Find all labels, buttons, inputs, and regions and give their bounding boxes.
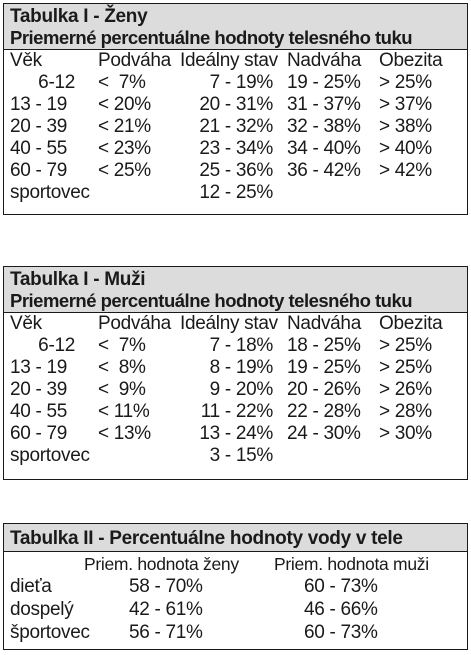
table-cell: sportovec <box>10 182 90 203</box>
table-cell: 13 - 19 <box>10 357 68 378</box>
table-cell: > 30% <box>379 423 432 444</box>
table-cell: 20 - 26% <box>287 379 361 400</box>
table-cell: 25 - 36% <box>199 160 273 181</box>
table-cell: 20 - 39 <box>10 379 68 400</box>
table-cell: 18 - 25% <box>287 335 361 356</box>
table-cell: 58 - 70% <box>129 576 203 597</box>
col-header-men: Priem. hodnota muži <box>274 554 429 574</box>
table-cell: sportovec <box>10 445 90 466</box>
table-cell: 12 - 25% <box>199 182 273 203</box>
table-cell: > 38% <box>379 116 432 137</box>
table-cell: > 42% <box>379 160 432 181</box>
col-header-obesity: Obezita <box>379 50 443 71</box>
col-header-overweight: Nadváha <box>287 313 361 334</box>
table-header: Tabulka I - Muži Priemerné percentuálne … <box>4 267 467 313</box>
col-header-women: Priem. hodnota ženy <box>84 554 239 574</box>
table-cell: 9 - 20% <box>209 379 274 400</box>
table-cell: < 8% <box>98 357 146 378</box>
table-subtitle: Priemerné percentuálne hodnoty telesného… <box>10 290 413 311</box>
table-cell: 34 - 40% <box>287 138 361 159</box>
col-header-underweight: Podváha <box>98 313 171 334</box>
table-cell: > 25% <box>379 72 432 93</box>
table-cell: 46 - 66% <box>304 599 378 620</box>
table-header: Tabulka I - Ženy Priemerné percentuálne … <box>4 4 467 50</box>
table-cell: 23 - 34% <box>199 138 273 159</box>
table-cell: 6-12 <box>38 335 75 356</box>
table-cell: 13 - 24% <box>199 423 273 444</box>
table-voda: Tabulka II - Percentuálne hodnoty vody v… <box>3 523 468 650</box>
table-cell: < 20% <box>98 94 151 115</box>
table-cell: 6-12 <box>38 72 75 93</box>
table-cell: < 7% <box>98 72 146 93</box>
table-cell: 60 - 79 <box>10 160 68 181</box>
table-cell: < 23% <box>98 138 151 159</box>
table-cell: 36 - 42% <box>287 160 361 181</box>
col-header-underweight: Podváha <box>98 50 171 71</box>
table-cell: < 21% <box>98 116 151 137</box>
table-cell: < 11% <box>98 401 150 422</box>
table-cell: > 40% <box>379 138 432 159</box>
table-cell: 60 - 73% <box>304 622 378 643</box>
table-cell: 8 - 19% <box>209 357 274 378</box>
table-cell: 7 - 19% <box>209 72 274 93</box>
table-cell: 13 - 19 <box>10 94 68 115</box>
table-cell: 20 - 31% <box>199 94 273 115</box>
table-cell: 40 - 55 <box>10 401 68 422</box>
table-cell: športovec <box>10 622 90 643</box>
table-cell: 32 - 38% <box>287 116 361 137</box>
table-title: Tabulka I - Muži <box>10 269 146 290</box>
table-cell: dieťa <box>10 576 52 597</box>
table-cell: 7 - 18% <box>209 335 274 356</box>
table-cell: < 13% <box>98 423 151 444</box>
table-cell: 42 - 61% <box>129 599 203 620</box>
table-cell: < 9% <box>98 379 146 400</box>
table-cell: 40 - 55 <box>10 138 68 159</box>
table-cell: 22 - 28% <box>287 401 361 422</box>
table-muzi: Tabulka I - Muži Priemerné percentuálne … <box>3 266 468 480</box>
table-cell: 20 - 39 <box>10 116 68 137</box>
table-cell: 3 - 15% <box>209 445 274 466</box>
table-subtitle: Priemerné percentuálne hodnoty telesného… <box>10 27 413 48</box>
table-cell: 56 - 71% <box>129 622 203 643</box>
col-header-age: Věk <box>10 313 42 334</box>
table-title: Tabulka I - Ženy <box>10 6 148 27</box>
table-zeny: Tabulka I - Ženy Priemerné percentuálne … <box>3 3 468 215</box>
col-header-obesity: Obezita <box>379 313 443 334</box>
table-cell: > 28% <box>379 401 432 422</box>
col-header-ideal: Ideálny stav <box>180 50 278 71</box>
table-cell: dospelý <box>10 599 74 620</box>
table-cell: > 25% <box>379 335 432 356</box>
table-header: Tabulka II - Percentuálne hodnoty vody v… <box>4 524 467 552</box>
table-cell: 21 - 32% <box>199 116 273 137</box>
table-cell: 24 - 30% <box>287 423 361 444</box>
table-cell: > 37% <box>379 94 432 115</box>
table-cell: > 25% <box>379 357 432 378</box>
table-cell: < 7% <box>98 335 146 356</box>
table-cell: < 25% <box>98 160 151 181</box>
table-cell: 19 - 25% <box>287 72 361 93</box>
col-header-ideal: Ideálny stav <box>180 313 278 334</box>
table-cell: 19 - 25% <box>287 357 361 378</box>
table-cell: 31 - 37% <box>287 94 361 115</box>
table-cell: 11 - 22% <box>200 401 274 422</box>
table-cell: 60 - 73% <box>304 576 378 597</box>
table-title: Tabulka II - Percentuálne hodnoty vody v… <box>10 528 403 549</box>
table-cell: > 26% <box>379 379 432 400</box>
col-header-age: Věk <box>10 50 42 71</box>
table-cell: 60 - 79 <box>10 423 68 444</box>
col-header-overweight: Nadváha <box>287 50 361 71</box>
